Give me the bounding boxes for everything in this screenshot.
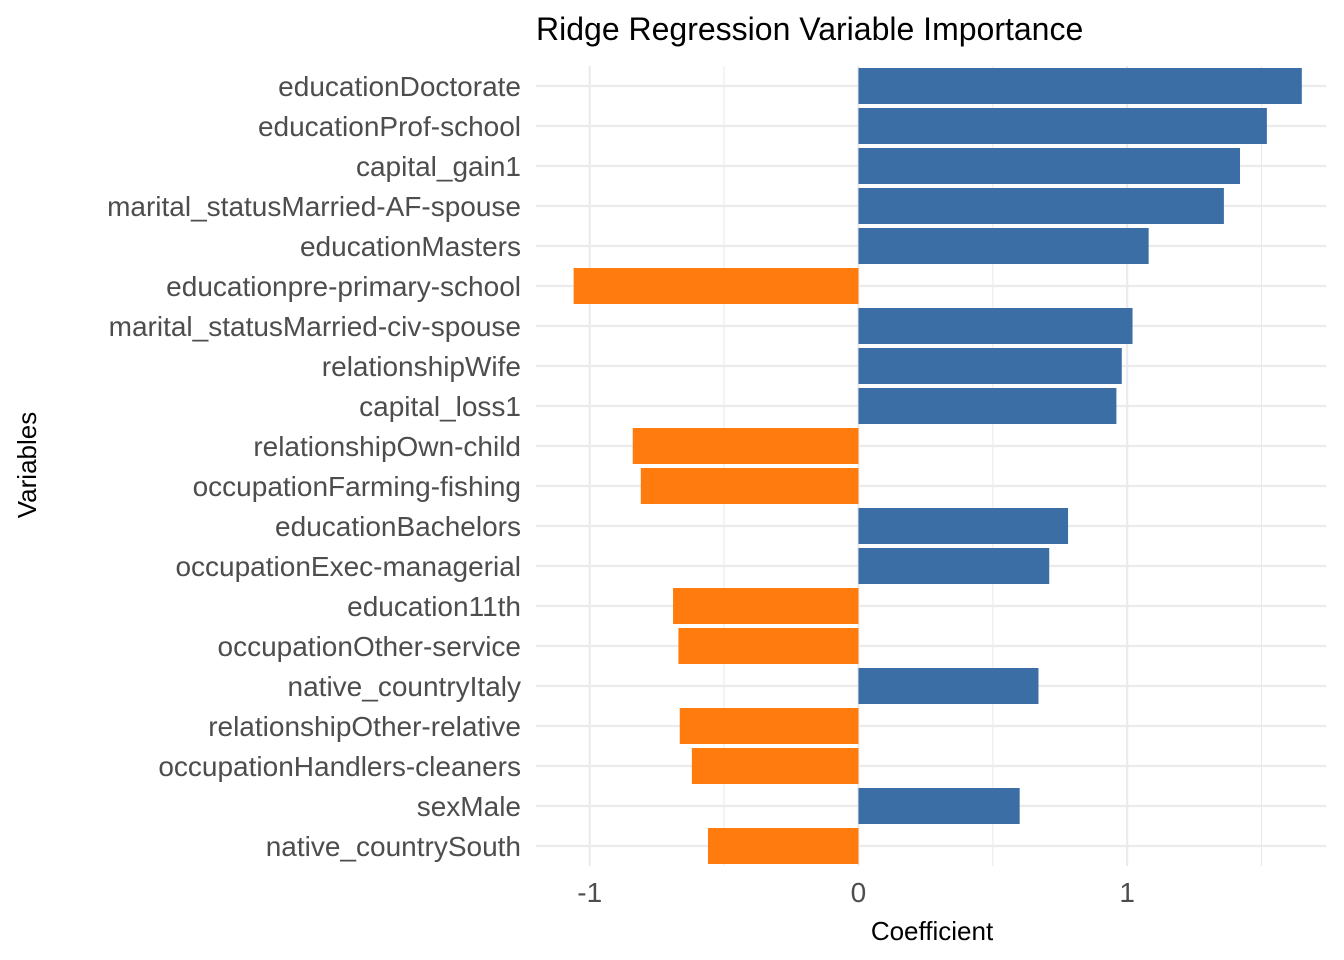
y-tick-label: occupationOther-service — [218, 631, 521, 662]
bar-capital_loss1 — [858, 388, 1117, 424]
bar-educationBachelors — [858, 508, 1069, 544]
y-tick-label: sexMale — [417, 791, 521, 822]
bar-educationProf-school — [858, 108, 1267, 144]
y-tick-label: occupationHandlers-cleaners — [158, 751, 521, 782]
x-tick-layer: -1 0 1 — [577, 877, 1135, 908]
grid-layer — [536, 66, 1326, 866]
y-tick-label: relationshipOwn-child — [253, 431, 521, 462]
y-tick-layer: educationDoctorate educationProf-school ca… — [107, 71, 521, 862]
bar-occupationFarming-fishing — [640, 468, 859, 504]
bar-relationshipOther-relative — [679, 708, 859, 744]
y-tick-label: relationshipOther-relative — [208, 711, 521, 742]
y-tick-label: native_countrySouth — [266, 831, 521, 862]
bar-education11th — [673, 588, 859, 624]
y-tick-label: native_countryItaly — [288, 671, 521, 702]
y-tick-label: educationpre-primary-school — [166, 271, 521, 302]
bar-educationDoctorate — [858, 68, 1302, 104]
y-tick-label: educationMasters — [300, 231, 521, 262]
bar-capital_gain1 — [858, 148, 1241, 184]
y-tick-label: educationBachelors — [275, 511, 521, 542]
y-tick-label: marital_statusMarried-civ-spouse — [109, 311, 521, 342]
x-tick-label: 0 — [851, 877, 867, 908]
y-tick-label: educationProf-school — [258, 111, 521, 142]
y-tick-label: education11th — [347, 591, 521, 622]
y-tick-label: marital_statusMarried-AF-spouse — [107, 191, 521, 222]
bar-marital_statusMarried-AF-spouse — [858, 188, 1224, 224]
x-axis-title: Coefficient — [871, 916, 994, 946]
y-axis-title: Variables — [12, 412, 42, 518]
bar-occupationHandlers-cleaners — [691, 748, 859, 784]
bar-sexMale — [858, 788, 1020, 824]
bar-occupationOther-service — [678, 628, 859, 664]
bar-relationshipWife — [858, 348, 1122, 384]
y-tick-label: capital_gain1 — [356, 151, 521, 182]
x-tick-label: 1 — [1119, 877, 1135, 908]
x-tick-label: -1 — [577, 877, 602, 908]
y-tick-label: capital_loss1 — [359, 391, 521, 422]
bar-marital_statusMarried-civ-spouse — [858, 308, 1133, 344]
y-tick-label: relationshipWife — [322, 351, 521, 382]
bar-relationshipOwn-child — [632, 428, 859, 464]
bar-educationpre-primary-school — [573, 268, 859, 304]
bar-native_countrySouth — [707, 828, 859, 864]
bar-occupationExec-managerial — [858, 548, 1050, 584]
bar-educationMasters — [858, 228, 1149, 264]
bar-layer — [573, 68, 1302, 864]
y-tick-label: occupationFarming-fishing — [193, 471, 521, 502]
chart-title: Ridge Regression Variable Importance — [536, 11, 1083, 47]
y-tick-label: educationDoctorate — [278, 71, 521, 102]
bar-native_countryItaly — [858, 668, 1039, 704]
y-tick-label: occupationExec-managerial — [175, 551, 521, 582]
